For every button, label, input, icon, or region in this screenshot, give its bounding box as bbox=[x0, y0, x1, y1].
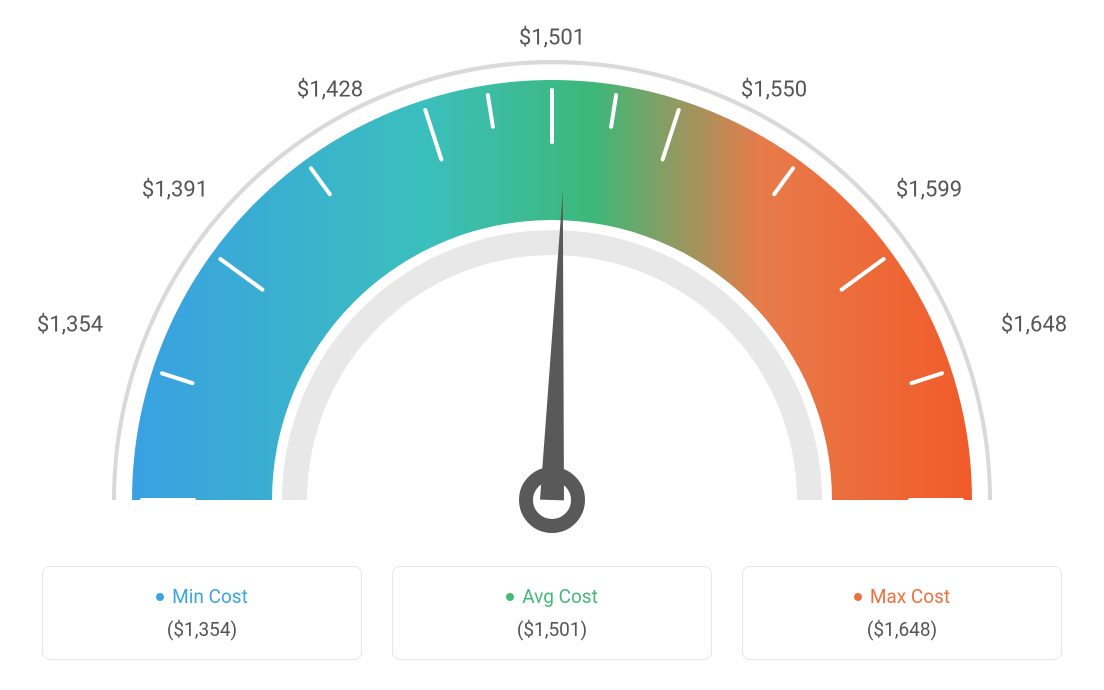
legend-value-avg: ($1,501) bbox=[517, 618, 587, 641]
gauge-svg bbox=[0, 0, 1104, 560]
legend-title-label: Min Cost bbox=[172, 585, 248, 608]
legend-card-avg: Avg Cost ($1,501) bbox=[392, 566, 712, 660]
gauge-tick-label: $1,599 bbox=[896, 178, 962, 203]
gauge-tick-label: $1,550 bbox=[741, 78, 807, 103]
legend-title-min: Min Cost bbox=[156, 585, 248, 608]
legend-card-min: Min Cost ($1,354) bbox=[42, 566, 362, 660]
dot-icon bbox=[506, 593, 514, 601]
legend-title-label: Max Cost bbox=[870, 585, 950, 608]
gauge-tick-label: $1,648 bbox=[1001, 313, 1067, 338]
legend-title-avg: Avg Cost bbox=[506, 585, 598, 608]
legend-card-max: Max Cost ($1,648) bbox=[742, 566, 1062, 660]
legend-title-label: Avg Cost bbox=[522, 585, 598, 608]
dot-icon bbox=[156, 593, 164, 601]
gauge-tick-label: $1,354 bbox=[37, 313, 103, 338]
legend-value-max: ($1,648) bbox=[867, 618, 937, 641]
legend-row: Min Cost ($1,354) Avg Cost ($1,501) Max … bbox=[0, 566, 1104, 660]
gauge-tick-label: $1,501 bbox=[519, 26, 585, 51]
legend-value-min: ($1,354) bbox=[167, 618, 237, 641]
dot-icon bbox=[854, 593, 862, 601]
gauge-tick-label: $1,391 bbox=[142, 178, 208, 203]
gauge-chart: $1,354 $1,391 $1,428 $1,501 $1,550 $1,599 $1,6… bbox=[0, 0, 1104, 560]
legend-title-max: Max Cost bbox=[854, 585, 950, 608]
gauge-tick-label: $1,428 bbox=[297, 78, 363, 103]
